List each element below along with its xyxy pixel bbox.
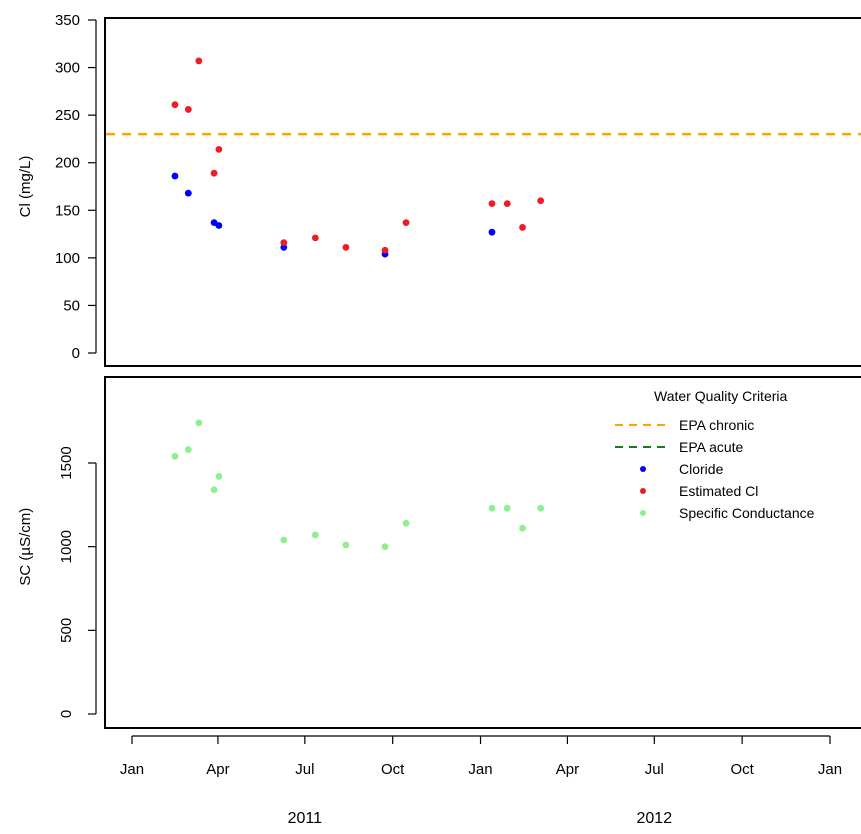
specific-conductance-point	[503, 504, 511, 512]
estimated-cl-point	[215, 145, 223, 153]
year-label: 2012	[637, 810, 673, 827]
specific-conductance-point	[210, 486, 218, 494]
x-tick-label: Apr	[206, 761, 229, 778]
estimated-cl-point	[537, 197, 545, 205]
specific-conductance-point	[519, 524, 526, 532]
specific-conductance-point	[402, 519, 410, 527]
x-tick-label: Apr	[556, 761, 579, 778]
specific-conductance-point	[171, 452, 179, 460]
specific-conductance-point	[195, 419, 203, 427]
estimated-cl-point	[503, 200, 511, 208]
cloride-point	[488, 228, 496, 236]
bottom-y-tick-label: 1000	[58, 530, 75, 563]
x-tick-label: Oct	[730, 761, 754, 778]
x-tick-label: Oct	[381, 761, 405, 778]
estimated-cl-point	[171, 101, 179, 109]
legend-swatch-point	[640, 466, 646, 472]
estimated-cl-point	[519, 224, 526, 231]
top-y-tick-label: 150	[55, 202, 80, 219]
top-y-tick-label: 300	[55, 60, 80, 77]
legend-label: EPA acute	[679, 439, 744, 455]
estimated-cl-point	[184, 106, 192, 113]
specific-conductance-point	[537, 504, 545, 512]
specific-conductance-point	[215, 472, 223, 480]
top-y-tick-label: 200	[55, 155, 80, 172]
legend-title: Water Quality Criteria	[654, 388, 788, 404]
specific-conductance-point	[342, 541, 350, 549]
legend: Water Quality Criteria EPA chronic EPA acu…	[615, 388, 815, 521]
estimated-cl-point	[402, 219, 410, 227]
cloride-point	[171, 172, 179, 180]
top-panel-frame	[104, 17, 861, 367]
legend-label: Specific Conductance	[679, 505, 815, 521]
specific-conductance-point	[488, 504, 496, 512]
top-y-tick-label: 350	[55, 12, 80, 29]
specific-conductance-point	[381, 543, 389, 551]
top-y-axis-title: Cl (mg/L)	[17, 156, 34, 218]
legend-label: EPA chronic	[679, 417, 754, 433]
specific-conductance-point	[311, 531, 319, 539]
estimated-cl-point	[210, 169, 218, 177]
estimated-cl-point	[311, 234, 319, 242]
cloride-point	[184, 189, 192, 197]
x-tick-label: Jul	[295, 761, 314, 778]
estimated-cl-point	[381, 246, 389, 254]
legend-swatch-point	[640, 488, 646, 494]
bottom-y-tick-label: 1500	[58, 446, 75, 479]
legend-label: Cloride	[679, 461, 724, 477]
cloride-point	[280, 243, 288, 251]
estimated-cl-point	[488, 200, 496, 208]
top-y-tick-label: 250	[55, 107, 80, 124]
estimated-cl-point	[280, 239, 288, 247]
year-label: 2011	[288, 810, 323, 827]
estimated-cl-point	[342, 243, 350, 251]
x-tick-label: Jul	[645, 761, 664, 778]
x-tick-label: Jan	[120, 761, 144, 778]
top-y-tick-label: 50	[63, 297, 80, 314]
x-tick-label: Jan	[468, 761, 492, 778]
legend-label: Estimated Cl	[679, 483, 758, 499]
specific-conductance-point	[280, 536, 288, 544]
bottom-y-tick-label: 0	[58, 710, 75, 718]
bottom-y-axis-title: SC (µS/cm)	[17, 508, 34, 586]
estimated-cl-point	[195, 57, 203, 65]
cloride-point	[215, 222, 223, 229]
legend-swatch-point	[640, 510, 646, 516]
bottom-panel-frame	[104, 376, 861, 729]
bottom-y-tick-label: 500	[58, 618, 75, 643]
top-y-tick-label: 0	[72, 345, 80, 362]
x-tick-label: Jan	[818, 761, 842, 778]
top-y-tick-label: 100	[55, 250, 80, 267]
specific-conductance-point	[184, 446, 192, 454]
